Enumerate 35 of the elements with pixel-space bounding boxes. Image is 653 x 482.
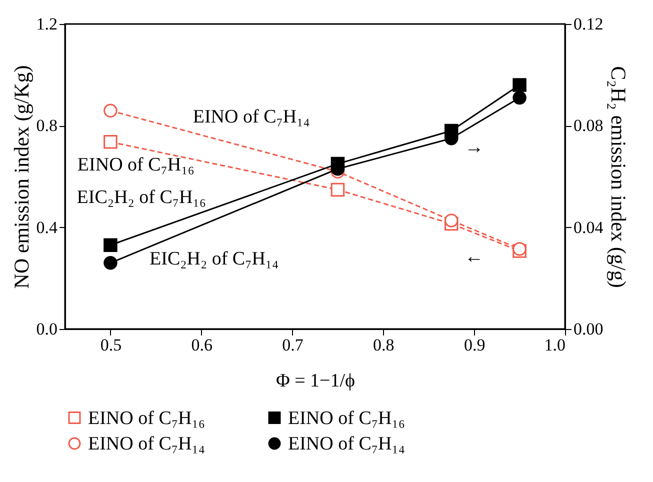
- point: [104, 256, 118, 270]
- x-tick-label: 0.7: [282, 336, 304, 354]
- x-axis-title: Φ = 1−1/ϕ: [276, 370, 356, 392]
- y-tick-label: 0.4: [36, 218, 58, 237]
- y2-tick-label: 0.00: [574, 320, 604, 338]
- point: [330, 182, 345, 197]
- annotation: ←: [464, 246, 484, 268]
- point: [512, 78, 526, 92]
- point: [104, 238, 118, 252]
- annotation: EIC₂H₂ of C₇H₁₄: [150, 248, 279, 270]
- x-tick-label: 1.0: [544, 336, 566, 354]
- legend-label: EINO of C₇H₁₄: [288, 434, 405, 454]
- y-tick-label: 0.0: [36, 320, 58, 338]
- y-axis-title: NO emission index (g/Kg): [9, 65, 34, 289]
- x-tick-label: 0.8: [373, 336, 394, 354]
- x-tick-label: 0.5: [100, 336, 122, 354]
- point: [444, 214, 458, 228]
- y2-tick-label: 0.04: [574, 218, 604, 237]
- y-tick-label: 0.8: [36, 116, 58, 136]
- legend-label: EINO of C₇H₁₆: [288, 408, 405, 429]
- point: [512, 90, 526, 105]
- legend-label: EINO of C₇H₁₄: [88, 434, 205, 454]
- annotation: EIC₂H₂ of C₇H₁₆: [76, 186, 206, 208]
- annotation: EINO of C₇H₁₆: [77, 154, 194, 176]
- y2-tick-label: 0.12: [574, 14, 604, 34]
- y2-axis-title: C₂H₂ emission index (g/g): [606, 66, 630, 288]
- annotation: →: [464, 137, 484, 158]
- point: [104, 104, 118, 118]
- x-tick-label: 0.9: [464, 336, 486, 354]
- legend-label: EINO of C₇H₁₆: [88, 408, 205, 429]
- x-tick-label: 0.6: [191, 336, 212, 354]
- y-tick-label: 1.2: [36, 14, 58, 34]
- y2-tick-label: 0.08: [574, 116, 604, 136]
- annotation: EINO of C₇H₁₄: [192, 106, 310, 128]
- point: [104, 135, 118, 149]
